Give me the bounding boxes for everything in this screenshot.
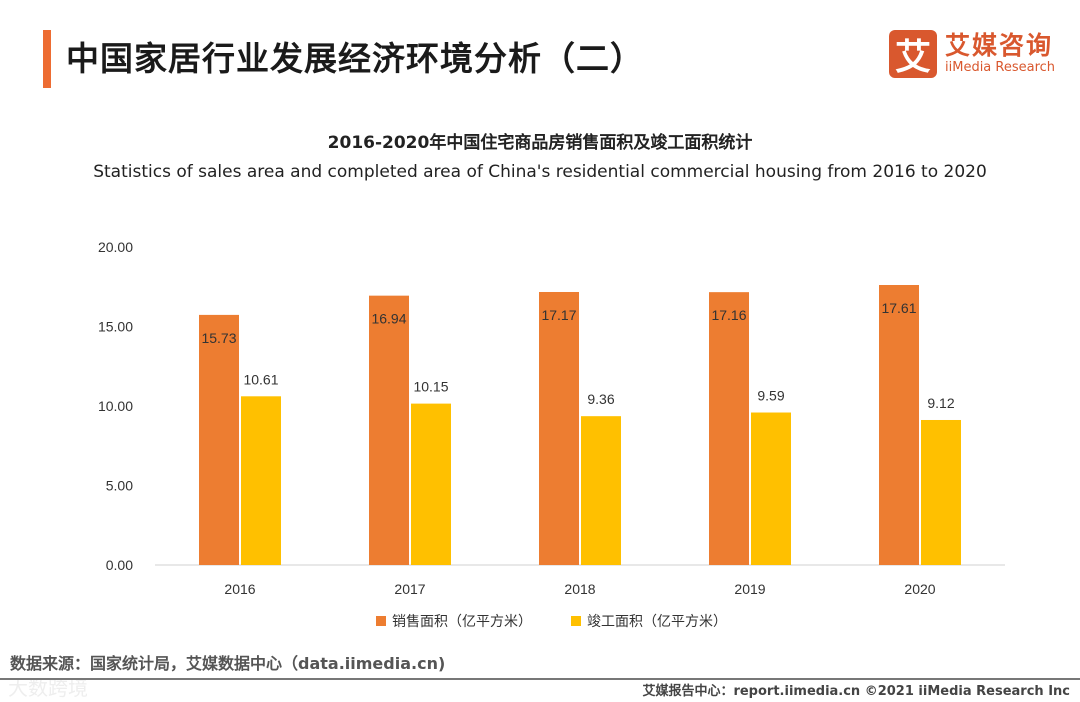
logo-cn: 艾媒咨询 — [945, 31, 1054, 60]
legend-swatch — [376, 616, 386, 626]
iimedia-logo: 艾 艾媒咨询 iiMedia Research — [889, 30, 1055, 78]
bar-sales — [369, 295, 409, 565]
data-label: 10.15 — [413, 379, 448, 395]
bar-completed — [751, 412, 791, 565]
x-tick-label: 2017 — [394, 581, 425, 597]
bar-completed — [581, 416, 621, 565]
data-label: 17.16 — [711, 307, 746, 323]
data-label: 15.73 — [201, 330, 236, 346]
page-title: 中国家居行业发展经济环境分析（二） — [66, 39, 644, 78]
bar-sales — [709, 292, 749, 565]
logo-mark: 艾 — [889, 30, 937, 78]
chart-title: 2016-2020年中国住宅商品房销售面积及竣工面积统计 — [327, 133, 753, 153]
bar-sales — [539, 291, 579, 565]
x-tick-label: 2018 — [564, 581, 595, 597]
chart-subtitle: Statistics of sales area and completed a… — [93, 162, 987, 182]
bar-sales — [199, 314, 239, 565]
footer-credit: 艾媒报告中心：report.iimedia.cn ©2021 iiMedia R… — [642, 684, 1070, 699]
legend-label: 销售面积（亿平方米） — [392, 614, 532, 630]
x-tick-label: 2019 — [734, 581, 765, 597]
y-tick-label: 10.00 — [98, 398, 133, 414]
data-label: 9.36 — [587, 391, 614, 407]
bar-completed — [921, 419, 961, 565]
legend-swatch — [571, 616, 581, 626]
footer-divider — [0, 678, 1080, 680]
data-label: 9.59 — [757, 388, 784, 404]
legend-label: 竣工面积（亿平方米） — [587, 614, 727, 630]
y-tick-label: 15.00 — [98, 319, 133, 335]
y-tick-label: 20.00 — [98, 239, 133, 255]
title-accent-bar — [43, 30, 51, 88]
y-tick-label: 0.00 — [106, 557, 133, 573]
data-label: 9.12 — [927, 395, 954, 411]
data-label: 16.94 — [371, 311, 406, 327]
y-tick-label: 5.00 — [106, 478, 133, 494]
data-label: 17.17 — [541, 307, 576, 323]
data-source: 数据来源：国家统计局，艾媒数据中心（data.iimedia.cn) — [10, 654, 446, 673]
bar-sales — [879, 285, 919, 565]
bar-completed — [411, 403, 451, 565]
x-tick-label: 2016 — [224, 581, 255, 597]
x-tick-label: 2020 — [904, 581, 935, 597]
data-label: 17.61 — [881, 300, 916, 316]
data-label: 10.61 — [243, 371, 278, 387]
bar-completed — [241, 396, 281, 565]
logo-en: iiMedia Research — [945, 60, 1056, 75]
watermark: 大数跨境 — [8, 676, 88, 700]
